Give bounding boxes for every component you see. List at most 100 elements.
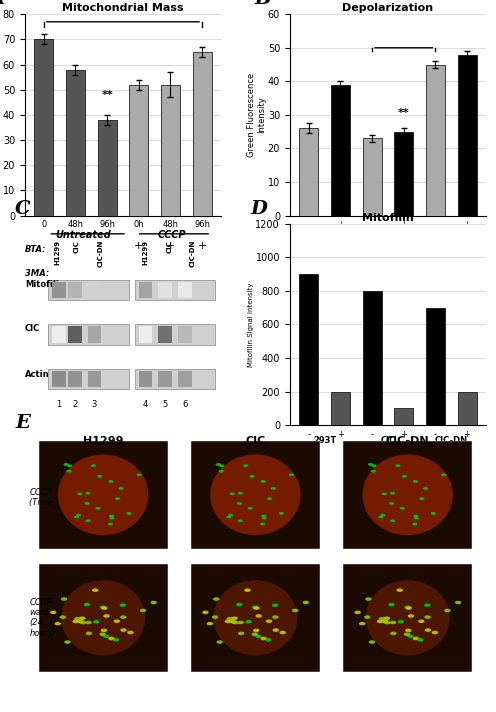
Circle shape: [231, 617, 238, 620]
Text: Mitofilin: Mitofilin: [25, 280, 64, 288]
Circle shape: [384, 621, 391, 624]
Circle shape: [390, 519, 395, 522]
Circle shape: [272, 603, 278, 607]
Text: CIC: CIC: [25, 324, 40, 333]
Text: BTA:: BTA:: [25, 245, 46, 253]
Bar: [139, 371, 152, 387]
Circle shape: [261, 517, 267, 520]
Circle shape: [359, 622, 366, 625]
Circle shape: [390, 621, 396, 624]
Ellipse shape: [210, 454, 301, 535]
Circle shape: [271, 487, 276, 490]
Text: C: C: [15, 199, 30, 218]
Text: H1299: H1299: [142, 240, 149, 265]
Text: 2: 2: [72, 400, 77, 409]
Text: CIC: CIC: [166, 240, 172, 253]
Circle shape: [272, 628, 279, 632]
Circle shape: [91, 464, 96, 467]
Circle shape: [85, 519, 91, 522]
Circle shape: [408, 614, 414, 618]
Circle shape: [103, 614, 110, 618]
Circle shape: [408, 634, 414, 638]
Text: CCCP:: CCCP:: [290, 245, 317, 253]
Bar: [39, 441, 168, 549]
Circle shape: [74, 617, 81, 621]
Circle shape: [292, 609, 299, 612]
Circle shape: [212, 615, 218, 619]
FancyBboxPatch shape: [48, 325, 129, 345]
Circle shape: [137, 473, 142, 476]
Circle shape: [441, 473, 446, 476]
Circle shape: [252, 605, 258, 609]
Circle shape: [108, 523, 113, 525]
Bar: [52, 371, 66, 387]
Circle shape: [400, 507, 405, 510]
Circle shape: [140, 609, 146, 612]
Circle shape: [86, 632, 92, 635]
Circle shape: [84, 502, 90, 505]
Circle shape: [405, 629, 412, 632]
Circle shape: [266, 619, 272, 623]
Bar: [192, 52, 212, 216]
Bar: [178, 326, 191, 342]
Circle shape: [365, 597, 372, 601]
Bar: [88, 326, 101, 342]
Circle shape: [100, 605, 106, 609]
Bar: [458, 55, 477, 216]
Bar: [426, 65, 445, 216]
Circle shape: [431, 512, 436, 515]
Circle shape: [121, 628, 127, 632]
Circle shape: [261, 480, 266, 483]
Circle shape: [253, 607, 260, 610]
Bar: [34, 39, 53, 216]
Title: Mitochondrial Membrane
Depolarization: Mitochondrial Membrane Depolarization: [310, 0, 466, 14]
Text: 1: 1: [57, 400, 62, 409]
Bar: [52, 326, 66, 342]
Text: CIC: CIC: [380, 226, 396, 236]
Circle shape: [113, 638, 119, 642]
Circle shape: [380, 514, 385, 517]
Circle shape: [404, 605, 411, 609]
Text: CIC: CIC: [246, 436, 265, 446]
Circle shape: [255, 634, 262, 638]
Text: CIC-DN: CIC-DN: [434, 436, 468, 445]
Circle shape: [364, 615, 371, 619]
Text: B: B: [254, 0, 271, 8]
Circle shape: [382, 620, 388, 624]
Bar: [68, 282, 82, 298]
Circle shape: [76, 514, 81, 517]
Circle shape: [236, 603, 243, 607]
Circle shape: [108, 637, 115, 640]
FancyBboxPatch shape: [135, 325, 215, 345]
Circle shape: [230, 493, 235, 496]
Circle shape: [249, 475, 254, 478]
Circle shape: [412, 523, 418, 525]
Circle shape: [260, 637, 267, 640]
Text: CCCP
washout
(24
hours): CCCP washout (24 hours): [29, 597, 64, 638]
Text: 3MA:: 3MA:: [25, 269, 49, 278]
Bar: [299, 128, 318, 216]
Circle shape: [378, 515, 383, 518]
Ellipse shape: [213, 580, 298, 656]
Circle shape: [66, 470, 71, 473]
Circle shape: [303, 601, 309, 604]
Circle shape: [371, 470, 376, 473]
Bar: [178, 282, 191, 298]
Circle shape: [279, 512, 284, 515]
Text: H1299: H1299: [83, 436, 124, 446]
Circle shape: [61, 597, 67, 601]
Circle shape: [97, 475, 102, 478]
Bar: [394, 408, 413, 425]
Text: CCCP
(Time 0): CCCP (Time 0): [29, 488, 64, 507]
Text: H1299: H1299: [54, 240, 60, 265]
Circle shape: [417, 638, 424, 642]
Y-axis label: Green Fluorescence
Intensity: Green Fluorescence Intensity: [247, 73, 266, 157]
Circle shape: [119, 487, 124, 490]
Circle shape: [390, 632, 397, 635]
Ellipse shape: [61, 580, 145, 656]
Circle shape: [237, 502, 242, 505]
Circle shape: [72, 619, 79, 623]
Text: CIC: CIC: [380, 436, 396, 445]
Text: 293T: 293T: [313, 226, 336, 236]
Bar: [331, 85, 350, 216]
